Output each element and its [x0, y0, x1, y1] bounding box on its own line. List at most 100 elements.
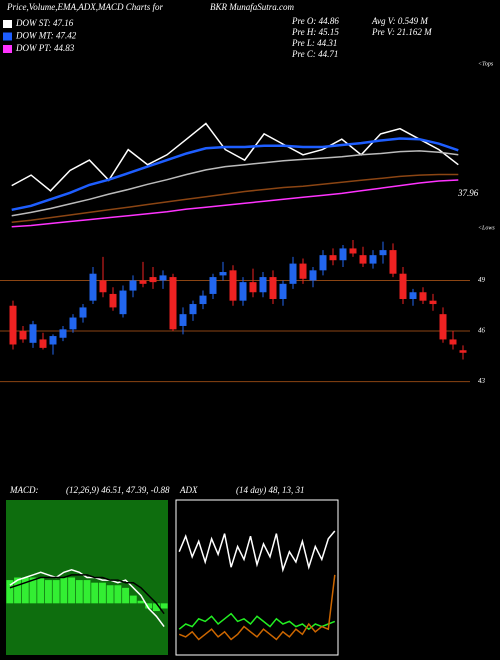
candle-body	[439, 314, 447, 340]
candle-body	[259, 277, 267, 293]
candle-body	[89, 273, 97, 301]
stat: Pre H: 45.15	[291, 27, 339, 37]
candle-body	[389, 250, 397, 274]
candle-body	[319, 255, 327, 271]
candle-body	[39, 339, 47, 348]
histogram-bar	[29, 577, 37, 604]
histogram-bar	[83, 580, 91, 604]
candle-body	[269, 277, 277, 299]
candle-body	[109, 293, 117, 308]
series-line	[11, 122, 459, 192]
candle-body	[29, 324, 37, 343]
histogram-bar	[122, 587, 130, 604]
volume-stat: Avg V: 0.549 M	[371, 16, 428, 26]
histogram-bar	[129, 595, 137, 604]
stat: Pre O: 44.86	[291, 16, 339, 26]
candle-body	[309, 270, 317, 281]
histogram-bar	[21, 577, 29, 604]
candle-body	[189, 304, 197, 315]
candle-body	[49, 336, 57, 345]
panel-subtitle: (12,26,9) 46.51, 47.39, -0.88	[66, 485, 170, 495]
series-line	[11, 150, 459, 217]
last-value-label: 37.96	[457, 188, 479, 198]
legend-swatch	[3, 20, 12, 28]
histogram-bar	[75, 580, 83, 604]
candle-body	[19, 331, 27, 340]
candle-body	[9, 305, 17, 345]
candle-body	[229, 270, 237, 301]
candle-body	[419, 292, 427, 301]
histogram-bar	[14, 577, 22, 604]
candle-body	[129, 280, 137, 291]
histogram-bar	[44, 580, 52, 604]
y-tick-label: 43	[478, 377, 486, 385]
y-tick-label: 49	[478, 276, 486, 284]
histogram-bar	[98, 582, 106, 604]
histogram-bar	[114, 585, 122, 604]
volume-stat: Pre V: 21.162 M	[371, 27, 432, 37]
candle-body	[279, 283, 287, 299]
candle-body	[59, 329, 67, 338]
histogram-bar	[152, 603, 160, 612]
legend-label: DOW MT: 47.42	[15, 31, 77, 41]
candle-body	[149, 277, 157, 283]
page-title: Price,Volume,EMA,ADX,MACD Charts for	[6, 2, 163, 12]
candle-body	[409, 292, 417, 299]
candle-body	[289, 263, 297, 284]
histogram-bar	[60, 577, 68, 604]
series-line	[178, 574, 336, 641]
candle-body	[339, 248, 347, 261]
candle-body	[209, 277, 217, 294]
candle-body	[99, 280, 107, 293]
histogram-bar	[52, 580, 60, 604]
candle-body	[249, 282, 257, 293]
candle-body	[369, 255, 377, 264]
legend-label: DOW ST: 47.16	[15, 18, 74, 28]
candle-body	[359, 255, 367, 264]
series-line	[11, 173, 459, 223]
series-line	[9, 569, 165, 628]
series-line	[178, 530, 336, 573]
candle-body	[219, 272, 227, 276]
panel-title: MACD:	[9, 485, 39, 495]
y-tick-label: 46	[478, 327, 486, 335]
histogram-bar	[137, 600, 145, 604]
legend-label: DOW PT: 44.83	[15, 43, 75, 53]
series-line	[11, 179, 459, 228]
histogram-bar	[91, 582, 99, 604]
histogram-bar	[106, 585, 114, 604]
candle-body	[119, 290, 127, 315]
symbol: BKR MunafaSutra.com	[210, 2, 294, 12]
stat: Pre C: 44.71	[291, 49, 338, 59]
histogram-bar	[145, 603, 153, 609]
candle-body	[299, 263, 307, 279]
histogram-bar	[37, 577, 45, 604]
candle-body	[349, 248, 357, 254]
histogram-bar	[6, 580, 14, 604]
annotation: <Tops	[478, 61, 494, 67]
candle-body	[329, 255, 337, 261]
legend-swatch	[3, 32, 12, 41]
panel-subtitle: (14 day) 48, 13, 31	[236, 485, 305, 495]
adx-background	[175, 499, 339, 656]
candle-body	[239, 282, 247, 301]
candle-body	[379, 250, 387, 256]
candle-body	[179, 314, 187, 326]
candle-body	[429, 300, 437, 305]
series-line	[9, 574, 165, 615]
series-line	[11, 137, 459, 212]
series-line	[178, 612, 336, 631]
candle-body	[139, 280, 147, 284]
candle-body	[169, 277, 177, 330]
candle-body	[69, 317, 77, 330]
candle-body	[79, 307, 87, 318]
stat: Pre L: 44.31	[291, 38, 337, 48]
annotation: <Lows	[478, 225, 495, 231]
panel-title: ADX	[179, 485, 198, 495]
candle-body	[399, 273, 407, 299]
candle-body	[449, 339, 457, 345]
candle-body	[159, 275, 167, 281]
histogram-bar	[68, 577, 76, 604]
legend-swatch	[3, 45, 12, 53]
